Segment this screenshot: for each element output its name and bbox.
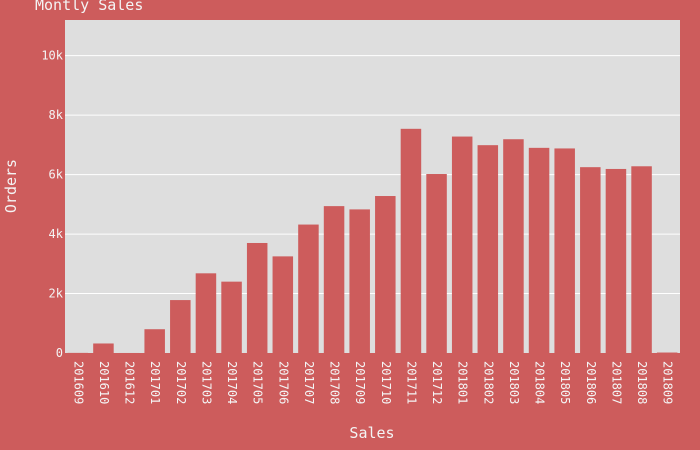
plot-area	[65, 20, 680, 353]
y-tick-label: 6k	[49, 168, 64, 182]
x-tick-label: 201709	[353, 361, 367, 404]
x-tick-label: 201701	[148, 361, 162, 404]
x-tick-label: 201702	[174, 361, 188, 404]
x-tick-label: 201708	[328, 361, 342, 404]
y-tick-label: 8k	[49, 108, 64, 122]
x-axis-ticks: 201609 201610 201612 201701 201702 201703 2017…	[71, 361, 674, 404]
bar-201807	[605, 168, 627, 353]
y-tick-label: 4k	[49, 227, 64, 241]
bar-201710	[375, 196, 396, 353]
chart-title: Montly Sales	[35, 0, 143, 14]
bar-201709	[349, 209, 370, 353]
x-tick-label: 201610	[97, 361, 111, 404]
x-tick-label: 201703	[199, 361, 213, 404]
x-tick-label: 201807	[609, 361, 623, 404]
bar-201704	[221, 281, 242, 353]
y-tick-label: 0	[56, 346, 63, 360]
x-tick-label: 201609	[71, 361, 85, 404]
y-axis-ticks: 0 2k 4k 6k 8k 10k	[41, 49, 63, 360]
bar-201803	[503, 139, 524, 353]
x-tick-label: 201704	[225, 361, 239, 404]
x-tick-label: 201805	[558, 361, 572, 404]
bar-201712	[426, 174, 447, 353]
bar-201706	[272, 256, 294, 353]
bar-201702	[170, 300, 191, 353]
bar-201804	[528, 147, 550, 353]
x-tick-label: 201711	[404, 361, 418, 404]
y-axis-title: Orders	[2, 159, 20, 213]
bar-201711	[400, 128, 422, 353]
bar-201802	[477, 145, 499, 353]
bar-201705	[246, 242, 268, 353]
bar-201805	[554, 148, 575, 353]
x-tick-label: 201802	[481, 361, 495, 404]
x-tick-label: 201806	[584, 361, 598, 404]
x-tick-label: 201707	[302, 361, 316, 404]
bar-201801	[451, 136, 473, 353]
bar-201701	[144, 329, 165, 353]
x-tick-label: 201809	[661, 361, 675, 404]
x-tick-label: 201803	[507, 361, 521, 404]
y-tick-label: 2k	[49, 287, 64, 301]
x-tick-label: 201808	[635, 361, 649, 404]
bar-201806	[580, 167, 601, 353]
bar-201707	[298, 224, 319, 353]
x-tick-label: 201710	[379, 361, 393, 404]
x-axis-title: Sales	[349, 424, 394, 442]
x-tick-label: 201804	[533, 361, 547, 404]
bar-201808	[631, 166, 652, 353]
x-tick-label: 201801	[456, 361, 470, 404]
bars	[67, 128, 678, 353]
x-tick-label: 201706	[276, 361, 290, 404]
x-tick-label: 201705	[251, 361, 265, 404]
x-tick-label: 201712	[430, 361, 444, 404]
x-tick-label: 201612	[123, 361, 137, 404]
bar-201708	[323, 206, 345, 353]
bar-201610	[93, 343, 114, 353]
grid-lines	[65, 55, 680, 295]
y-tick-label: 10k	[41, 49, 63, 63]
bar-201703	[195, 273, 217, 353]
